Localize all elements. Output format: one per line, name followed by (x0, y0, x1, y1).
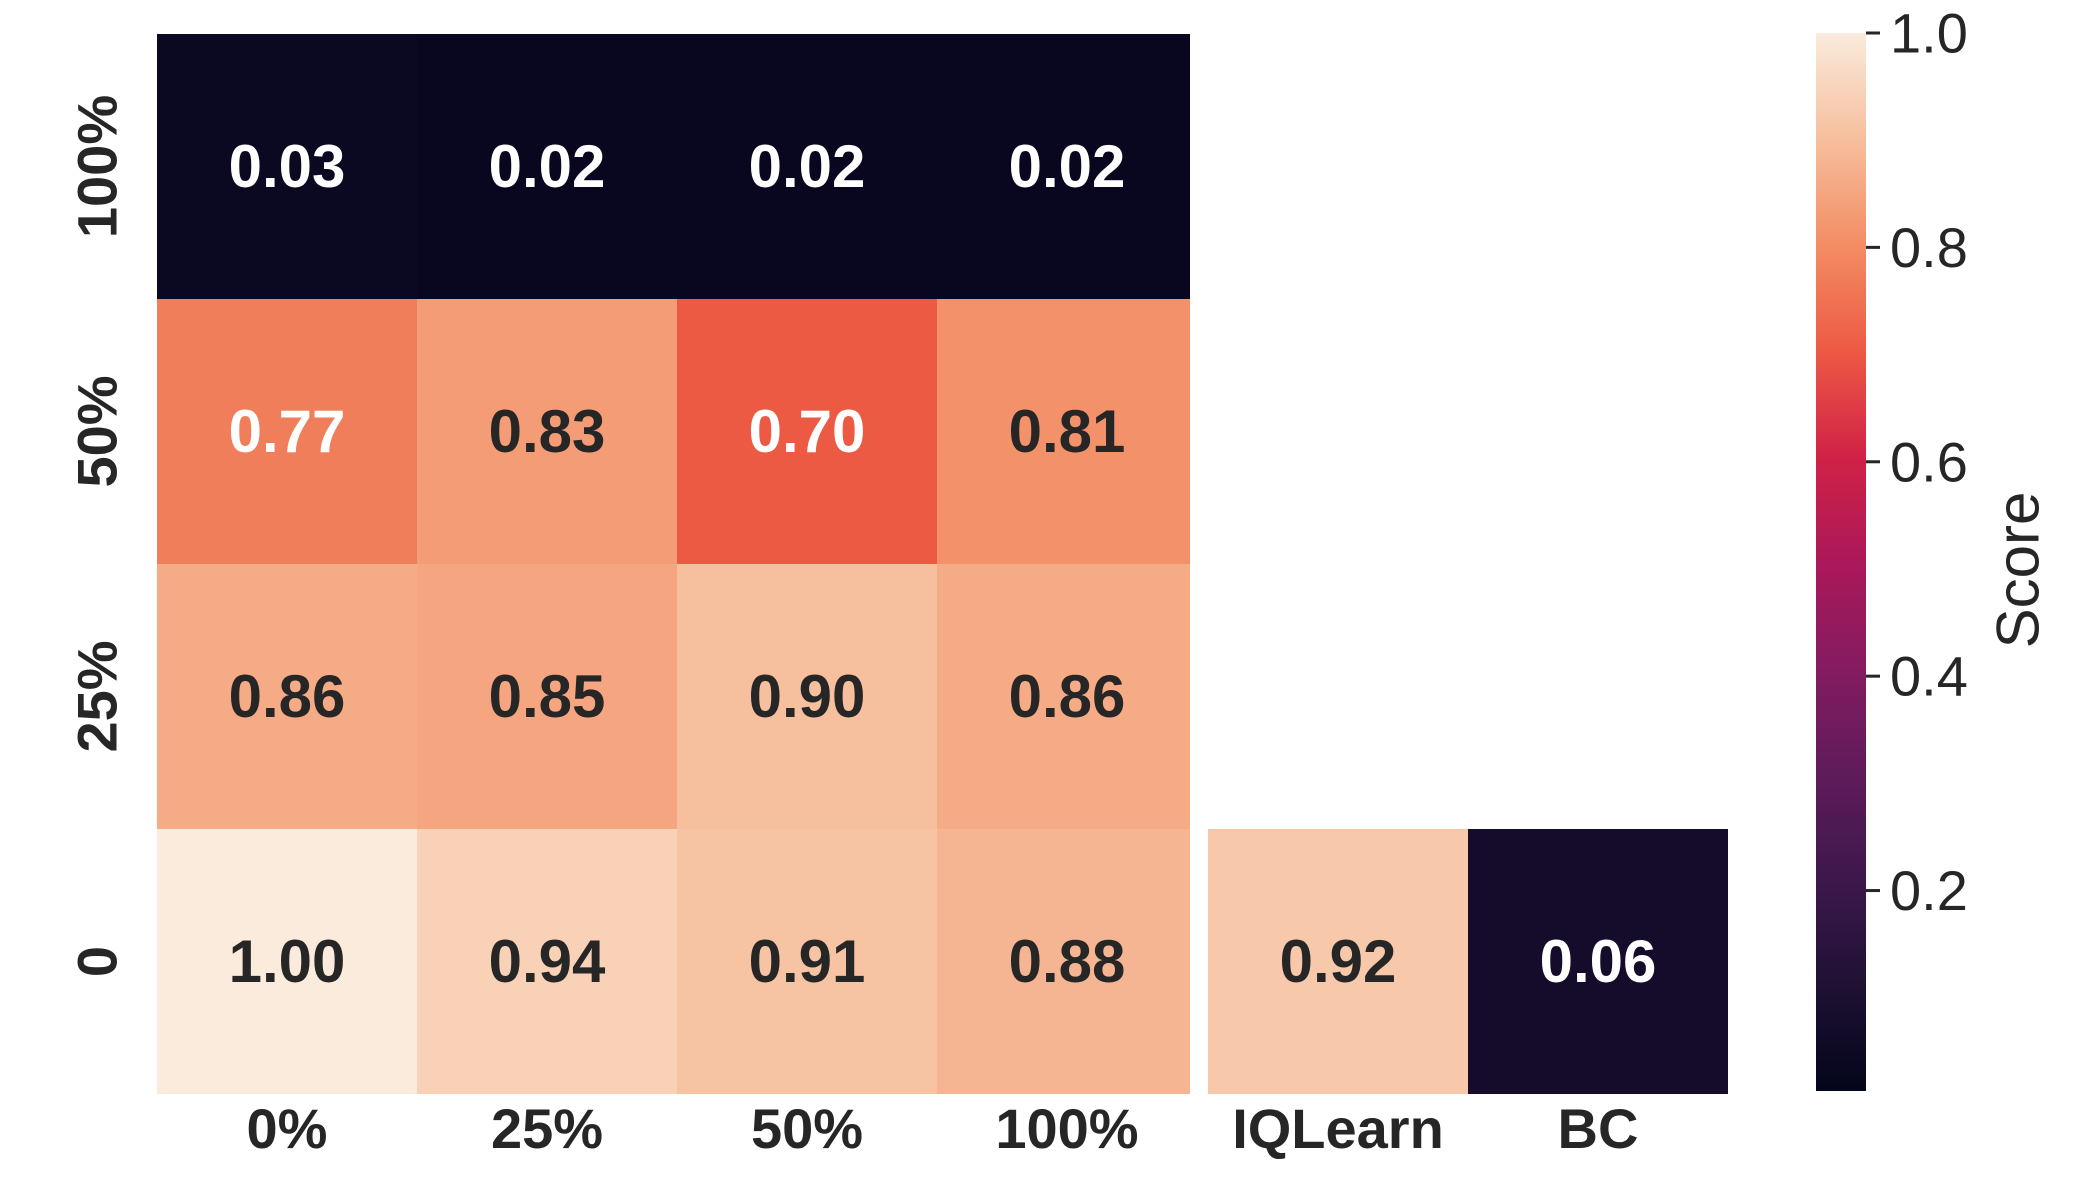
x-tick-label: 0% (247, 1097, 328, 1160)
cell-value-label: 0.91 (749, 928, 866, 995)
x-tick-label: BC (1558, 1097, 1639, 1160)
heatmap-cell (937, 564, 1190, 829)
heatmap-cell (417, 299, 677, 564)
heatmap-cell (417, 564, 677, 829)
cell-value-label: 0.02 (749, 133, 866, 200)
heatmap-cell (937, 829, 1190, 1094)
heatmap-cell (677, 564, 937, 829)
colorbar-tick-label: 0.4 (1890, 645, 1968, 708)
cell-value-label: 0.86 (229, 663, 346, 730)
baseline-value-label: 0.06 (1540, 928, 1657, 995)
heatmap-cell (677, 34, 937, 299)
heatmap-cell (417, 829, 677, 1094)
colorbar-gradient (1816, 33, 1866, 1091)
cell-value-label: 0.02 (1009, 133, 1126, 200)
heatmap-main-grid: 0.03 0.02 0.02 0.02 0.77 0.83 0.70 0.81 0.86 0.85… (157, 34, 1190, 1094)
y-tick-label: 50% (66, 375, 129, 487)
x-tick-label: 100% (995, 1097, 1138, 1160)
cell-value-label: 0.77 (229, 398, 346, 465)
heatmap-cell (157, 564, 417, 829)
colorbar-tick-label: 1.0 (1890, 2, 1968, 65)
heatmap-cell (937, 299, 1190, 564)
heatmap-cell (157, 299, 417, 564)
heatmap-cell (417, 34, 677, 299)
y-tick-label: 0 (66, 946, 129, 977)
x-tick-label: 25% (491, 1097, 603, 1160)
colorbar: 0.2 0.4 0.6 0.8 1.0 Score (1816, 2, 2052, 1091)
y-tick-label: 25% (66, 640, 129, 752)
cell-value-label: 0.94 (489, 928, 606, 995)
y-tick-label: 100% (66, 95, 129, 238)
cell-value-label: 0.86 (1009, 663, 1126, 730)
colorbar-ticks: 0.2 0.4 0.6 0.8 1.0 (1866, 2, 1968, 922)
x-tick-label: IQLearn (1232, 1097, 1444, 1160)
cell-value-label: 0.90 (749, 663, 866, 730)
heatmap-baseline-grid: 0.92 0.06 (1208, 829, 1728, 1094)
heatmap-cell (157, 829, 417, 1094)
colorbar-title: Score (1985, 492, 2052, 649)
cell-value-label: 0.83 (489, 398, 606, 465)
colorbar-tick-label: 0.6 (1890, 430, 1968, 493)
cell-value-label: 0.81 (1009, 398, 1126, 465)
baseline-cell (1468, 829, 1728, 1094)
x-tick-label: 50% (751, 1097, 863, 1160)
cell-value-label: 0.70 (749, 398, 866, 465)
heatmap-cell (937, 34, 1190, 299)
cell-value-label: 0.88 (1009, 928, 1126, 995)
heatmap-cell (157, 34, 417, 299)
colorbar-tick-label: 0.8 (1890, 216, 1968, 279)
colorbar-tick-label: 0.2 (1890, 859, 1968, 922)
heatmap-cell (677, 829, 937, 1094)
baseline-cell (1208, 829, 1468, 1094)
cell-value-label: 0.03 (229, 133, 346, 200)
cell-value-label: 0.85 (489, 663, 606, 730)
cell-value-label: 0.02 (489, 133, 606, 200)
cell-value-label: 1.00 (229, 928, 346, 995)
baseline-value-label: 0.92 (1280, 928, 1397, 995)
heatmap-cell (677, 299, 937, 564)
x-axis-tick-labels: 0% 25% 50% 100% IQLearn BC (247, 1097, 1639, 1160)
y-axis-tick-labels: 100% 50% 25% 0 (66, 95, 129, 977)
